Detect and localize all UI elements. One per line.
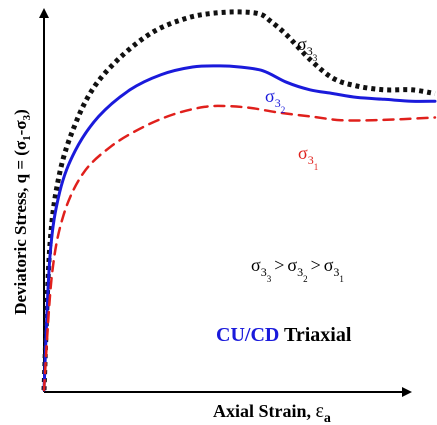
test-type-highlight: CU/CD (216, 324, 279, 346)
series-label-s33: σ33 (297, 34, 318, 63)
test-type-annotation: CU/CD Triaxial (216, 324, 352, 346)
series-layer (41, 9, 437, 392)
series-label-s31: σ31 (298, 143, 318, 172)
series-line-s32 (42, 64, 437, 392)
inequality-annotation: σ33> σ32> σ31 (251, 255, 344, 284)
y-axis-label: Deviatoric Stress, q = (σ1-σ3) (11, 109, 33, 315)
series-line-s33 (41, 9, 436, 391)
series-line-s31 (42, 104, 437, 392)
x-axis-label: Axial Strain, εa (213, 400, 331, 425)
series-label-s32: σ32 (265, 86, 285, 115)
